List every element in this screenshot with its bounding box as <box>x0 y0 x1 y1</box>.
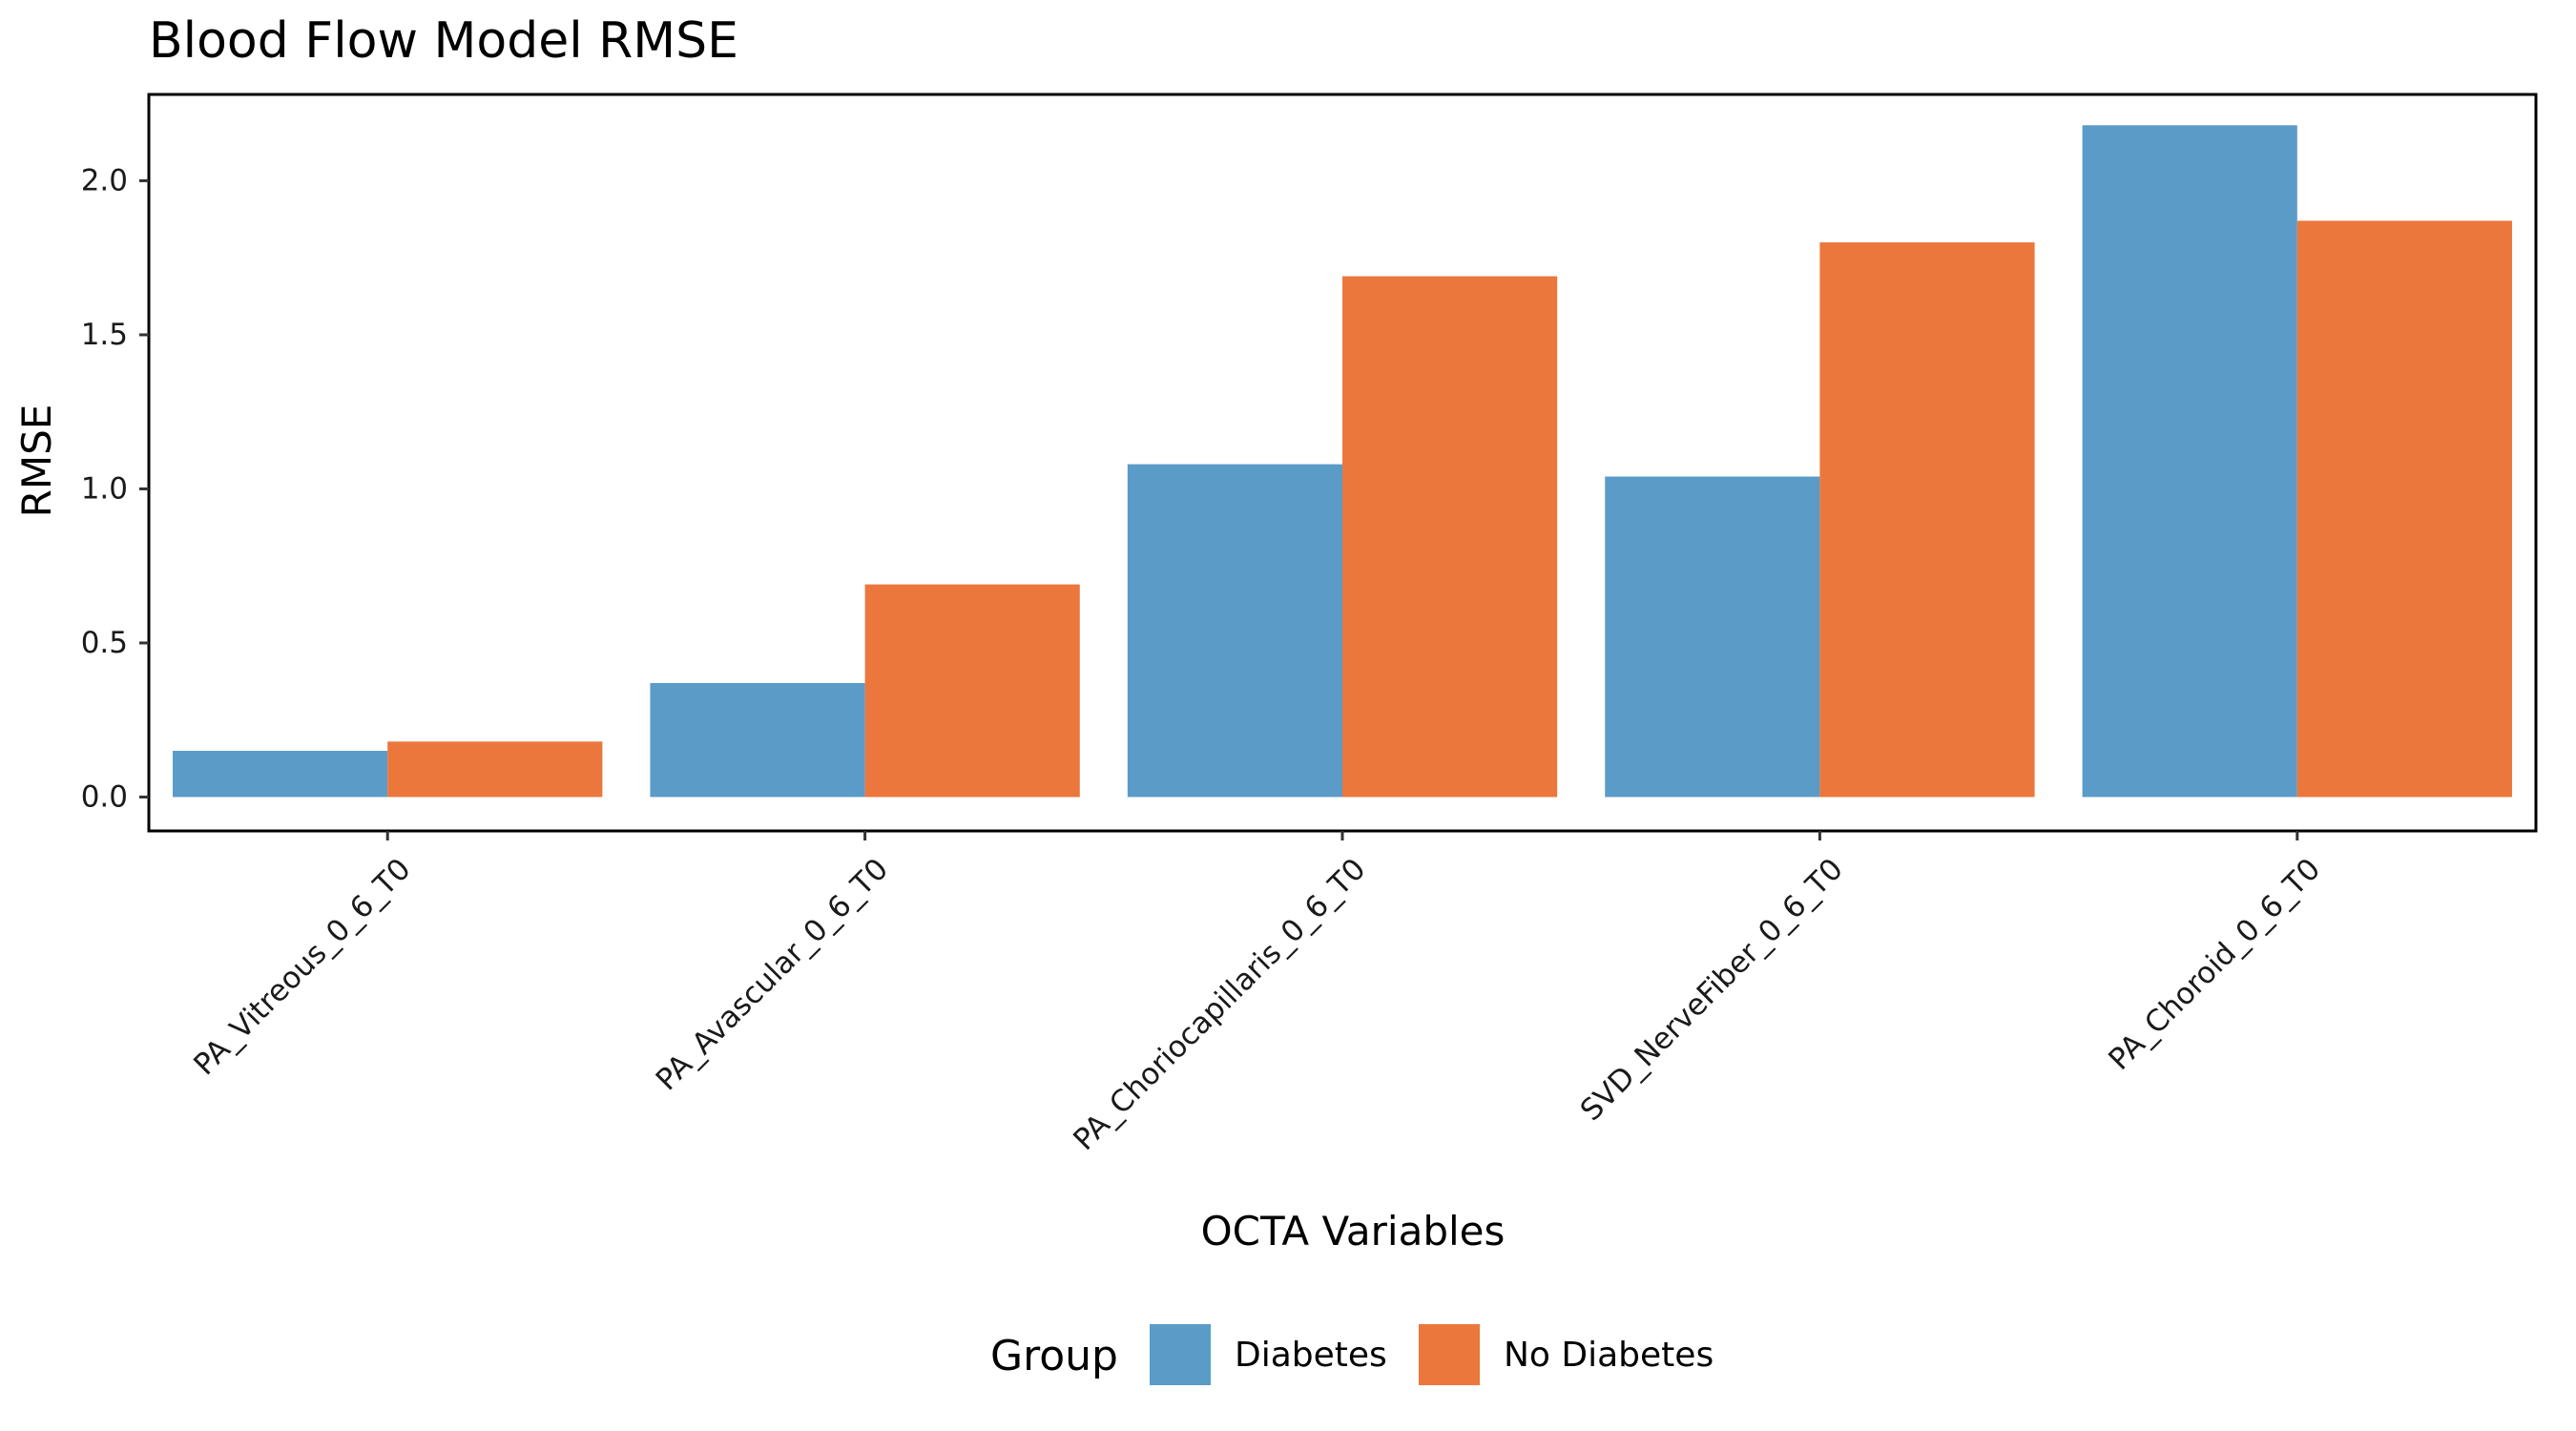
legend-label-no-diabetes: No Diabetes <box>1504 1336 1714 1375</box>
x-tick-label: SVD_NerveFiber_0_6_T0 <box>1574 852 1850 1128</box>
x-tick-label: PA_Choroid_0_6_T0 <box>2102 852 2327 1077</box>
y-tick-label: 0.5 <box>81 626 128 660</box>
bars-group <box>173 125 2512 798</box>
bar-diabetes-5 <box>2082 125 2297 798</box>
y-tick-label: 0.0 <box>81 779 128 814</box>
y-tick-label: 2.0 <box>81 163 128 197</box>
x-tick-label: PA_Avascular_0_6_T0 <box>650 852 895 1097</box>
chart-title: Blood Flow Model RMSE <box>149 12 738 70</box>
legend: Group Diabetes No Diabetes <box>990 1324 1714 1385</box>
x-axis: PA_Vitreous_0_6_T0 PA_Avascular_0_6_T0 PA_… <box>187 831 2327 1157</box>
x-axis-title: OCTA Variables <box>1201 1208 1506 1255</box>
bar-diabetes-4 <box>1605 476 1820 798</box>
legend-key-no-diabetes <box>1419 1324 1480 1385</box>
legend-label-diabetes: Diabetes <box>1235 1336 1387 1375</box>
bar-no-diabetes-5 <box>2296 220 2512 798</box>
y-tick-label: 1.5 <box>81 318 128 352</box>
x-tick-label: PA_Vitreous_0_6_T0 <box>187 852 417 1082</box>
bar-no-diabetes-4 <box>1819 242 2035 798</box>
y-axis-title: RMSE <box>13 404 60 518</box>
bar-diabetes-3 <box>1127 464 1342 798</box>
bar-no-diabetes-2 <box>864 584 1080 798</box>
bar-diabetes-2 <box>650 682 865 798</box>
bar-no-diabetes-3 <box>1342 276 1558 798</box>
bar-no-diabetes-1 <box>387 741 603 798</box>
legend-key-diabetes <box>1150 1324 1211 1385</box>
y-axis: 0.0 0.5 1.0 1.5 2.0 <box>81 163 149 814</box>
x-tick-label: PA_Choriocapillaris_0_6_T0 <box>1067 852 1372 1157</box>
y-tick-label: 1.0 <box>81 471 128 506</box>
legend-title: Group <box>990 1332 1118 1380</box>
bar-diabetes-1 <box>173 751 388 798</box>
